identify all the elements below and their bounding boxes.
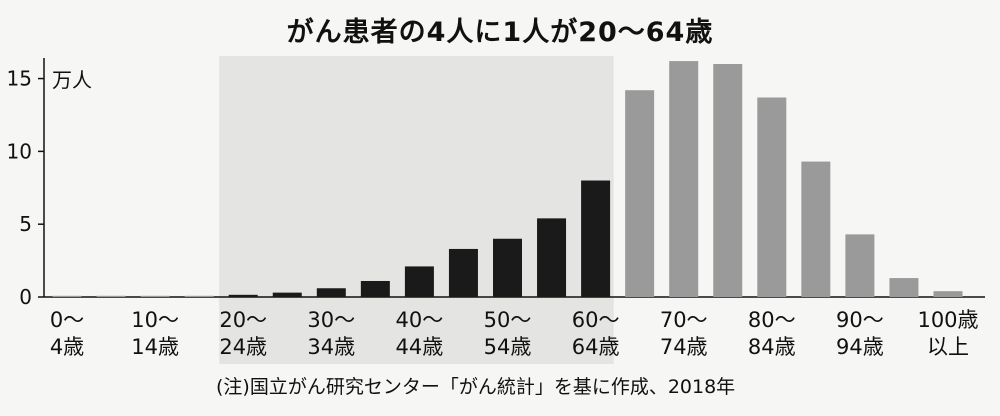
bar (272, 292, 302, 297)
x-tick-label: 30〜 (307, 308, 355, 332)
x-tick-label: 74歳 (660, 335, 708, 359)
x-tick-label: 44歳 (396, 335, 444, 359)
y-tick-label: 5 (19, 212, 32, 236)
x-tick-label: 50〜 (484, 308, 532, 332)
x-tick-label: 24歳 (219, 335, 267, 359)
bar (933, 291, 963, 297)
x-tick-label: 64歳 (572, 335, 620, 359)
y-axis-ticks: 0 5 10 15 (7, 67, 44, 309)
bar (140, 295, 170, 297)
x-tick-label: 0〜 (50, 308, 84, 332)
y-axis-unit-label: 万人 (52, 68, 92, 92)
x-tick-label: 90〜 (836, 308, 884, 332)
bar (801, 161, 831, 297)
bar (757, 97, 787, 298)
bar (96, 295, 126, 297)
x-tick-label: 100歳 (917, 308, 978, 332)
y-tick-label: 10 (7, 139, 32, 163)
working-age-highlight-band (219, 56, 614, 364)
source-note: (注)国立がん研究センター「がん統計」を基に作成、2018年 (216, 376, 736, 398)
y-tick-label: 15 (7, 67, 32, 91)
x-tick-label: 4歳 (50, 335, 84, 359)
x-tick-label: 14歳 (131, 335, 179, 359)
bar (493, 238, 522, 297)
bar (889, 278, 919, 297)
x-tick-label: 以上 (927, 335, 969, 359)
bar (448, 248, 478, 297)
bar (404, 266, 434, 297)
chart-bars (52, 61, 963, 298)
x-tick-label: 20〜 (219, 308, 267, 332)
bar (581, 180, 611, 297)
x-tick-label: 84歳 (748, 335, 796, 359)
x-tick-label: 10〜 (131, 308, 179, 332)
bar (713, 64, 743, 297)
bar (316, 288, 346, 297)
bar (669, 61, 699, 298)
x-tick-label: 80〜 (748, 308, 796, 332)
x-tick-label: 34歳 (307, 335, 355, 359)
x-tick-label: 70〜 (660, 308, 708, 332)
bar (184, 295, 214, 297)
bar (52, 295, 82, 297)
bar (625, 90, 655, 298)
x-tick-label: 60〜 (572, 308, 620, 332)
bar (360, 280, 390, 297)
bar (537, 218, 567, 297)
bar (228, 294, 258, 297)
x-tick-label: 54歳 (484, 335, 532, 359)
x-tick-label: 94歳 (836, 335, 884, 359)
bar (845, 234, 875, 297)
x-axis-ticks: 0〜 4歳 10〜 14歳 20〜 24歳 30〜 34歳 40〜 44歳 50〜 54歳 60〜 64歳… (50, 308, 979, 359)
x-tick-label: 40〜 (396, 308, 444, 332)
y-tick-label: 0 (19, 285, 32, 309)
chart-title: がん患者の4人に1人が20〜64歳 (286, 17, 714, 48)
